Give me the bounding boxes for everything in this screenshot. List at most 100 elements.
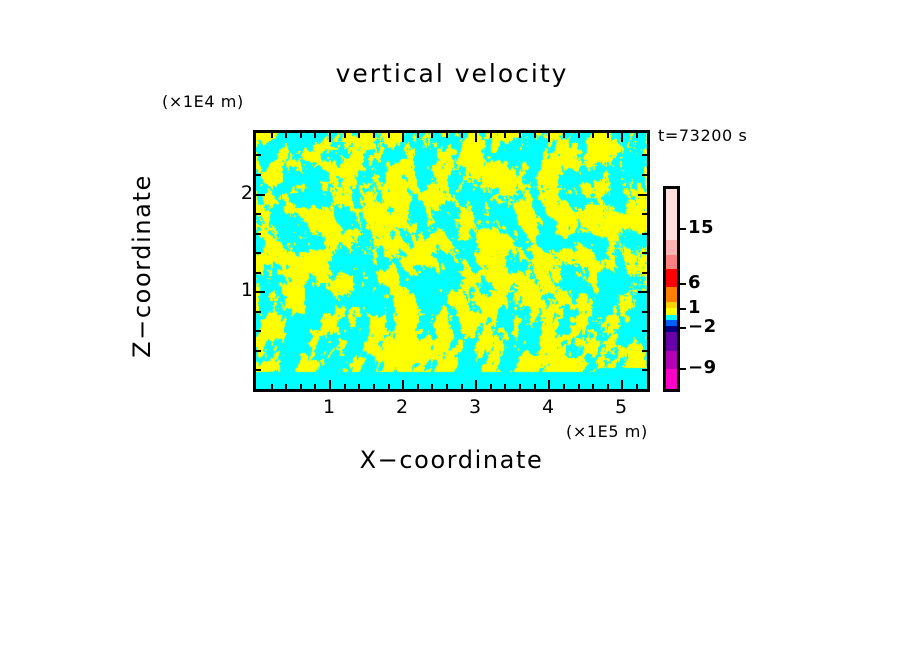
colorbar-band <box>666 308 677 315</box>
x-tick-bottom <box>446 384 448 389</box>
colorbar-band <box>666 286 677 303</box>
x-tick-top <box>621 133 623 142</box>
y-tick-left <box>256 330 261 332</box>
colorbar-tick-mark <box>680 283 686 285</box>
colorbar-tick-label: −9 <box>688 357 717 378</box>
x-tick-label: 4 <box>541 396 555 418</box>
y-tick-right <box>642 233 647 235</box>
x-tick-bottom <box>344 384 346 389</box>
x-tick-bottom <box>373 384 375 389</box>
x-tick-top <box>329 133 331 142</box>
x-tick-bottom <box>475 380 477 389</box>
x-tick-bottom <box>607 384 609 389</box>
y-tick-right <box>642 330 647 332</box>
x-tick-top <box>607 133 609 138</box>
x-tick-bottom <box>300 384 302 389</box>
x-tick-bottom <box>519 384 521 389</box>
x-tick-top <box>475 133 477 142</box>
x-tick-top <box>388 133 390 138</box>
y-tick-right <box>642 311 647 313</box>
x-tick-bottom <box>636 384 638 389</box>
colorbar-band <box>666 350 677 369</box>
page-title: vertical velocity <box>335 59 569 88</box>
y-tick-left <box>256 369 261 371</box>
colorbar-band <box>666 240 677 256</box>
colorbar-band <box>666 189 677 240</box>
y-tick-label: 1 <box>240 279 253 301</box>
x-tick-bottom <box>388 384 390 389</box>
y-tick-right <box>642 252 647 254</box>
x-tick-top <box>285 133 287 138</box>
y-tick-right <box>642 369 647 371</box>
x-tick-top <box>548 133 550 142</box>
x-tick-label: 2 <box>395 396 409 418</box>
x-tick-bottom <box>621 380 623 389</box>
velocity-field-canvas <box>256 133 647 389</box>
colorbar-tick-mark <box>680 368 686 370</box>
x-tick-top <box>563 133 565 138</box>
colorbar-band <box>666 369 677 389</box>
colorbar-tick-label: 1 <box>688 297 702 318</box>
x-tick-bottom <box>548 380 550 389</box>
x-tick-bottom <box>402 380 404 389</box>
y-tick-right <box>642 174 647 176</box>
y-tick-left <box>256 291 265 293</box>
y-tick-left <box>256 252 261 254</box>
x-tick-bottom <box>271 384 273 389</box>
x-tick-top <box>534 133 536 138</box>
y-tick-left <box>256 350 261 352</box>
x-tick-bottom <box>285 384 287 389</box>
colorbar-band <box>666 320 677 326</box>
x-tick-bottom <box>504 384 506 389</box>
x-tick-bottom <box>461 384 463 389</box>
x-tick-label: 3 <box>468 396 482 418</box>
contour-plot-area <box>253 130 650 392</box>
y-tick-left <box>256 174 261 176</box>
y-tick-left <box>256 233 261 235</box>
y-axis-unit-label: (×1E4 m) <box>162 92 244 111</box>
y-tick-right <box>642 154 647 156</box>
x-tick-top <box>373 133 375 138</box>
colorbar-tick-mark <box>680 327 686 329</box>
x-axis-unit-label: (×1E5 m) <box>566 422 648 441</box>
x-tick-top <box>431 133 433 138</box>
x-tick-top <box>314 133 316 138</box>
y-tick-left <box>256 272 261 274</box>
colorbar-tick-label: −2 <box>688 316 717 337</box>
colorbar-band <box>666 332 677 351</box>
timestamp-label: t=73200 s <box>658 126 748 145</box>
x-tick-top <box>490 133 492 138</box>
x-tick-bottom <box>578 384 580 389</box>
x-tick-bottom <box>490 384 492 389</box>
x-tick-top <box>300 133 302 138</box>
x-tick-bottom <box>417 384 419 389</box>
x-axis-title: X−coordinate <box>359 446 544 474</box>
x-tick-label: 1 <box>322 396 336 418</box>
x-tick-bottom <box>563 384 565 389</box>
colorbar-band <box>666 269 677 287</box>
y-tick-right <box>642 350 647 352</box>
x-tick-top <box>592 133 594 138</box>
x-tick-top <box>636 133 638 138</box>
colorbar <box>663 186 680 392</box>
y-tick-label: 2 <box>240 182 253 204</box>
y-tick-right <box>642 272 647 274</box>
x-tick-bottom <box>592 384 594 389</box>
x-tick-bottom <box>314 384 316 389</box>
colorbar-tick-label: 6 <box>688 272 702 293</box>
x-tick-label: 5 <box>614 396 628 418</box>
y-tick-left <box>256 311 261 313</box>
x-tick-bottom <box>431 384 433 389</box>
y-tick-left <box>256 154 261 156</box>
y-tick-left <box>256 213 261 215</box>
x-tick-top <box>358 133 360 138</box>
x-tick-top <box>519 133 521 138</box>
y-tick-right <box>638 194 647 196</box>
colorbar-tick-mark <box>680 308 686 310</box>
y-axis-title: Z−coordinate <box>128 174 156 358</box>
x-tick-top <box>271 133 273 138</box>
y-tick-right <box>642 213 647 215</box>
x-tick-top <box>446 133 448 138</box>
colorbar-tick-mark <box>680 228 686 230</box>
x-tick-bottom <box>358 384 360 389</box>
